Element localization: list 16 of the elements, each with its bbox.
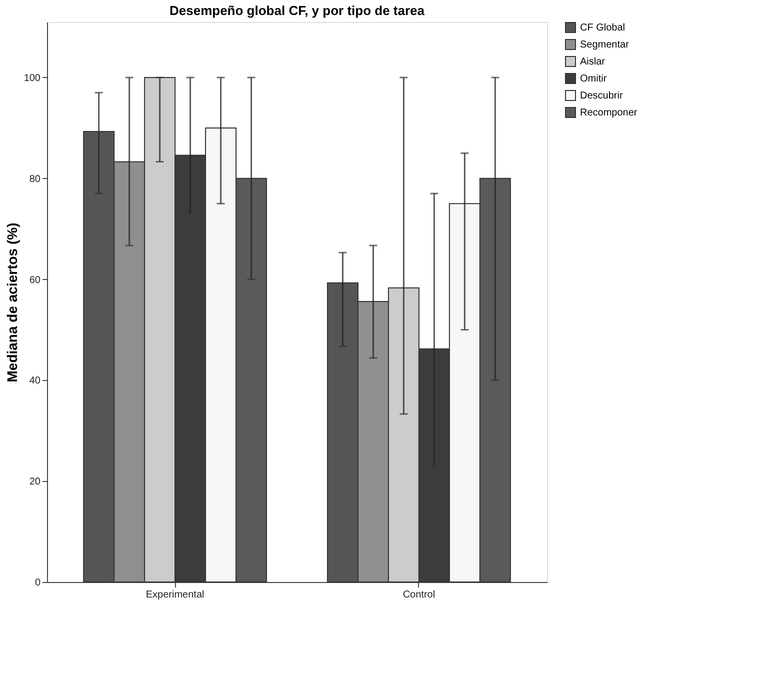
x-tick-label: Experimental [146, 590, 204, 600]
y-tick-label: 100 [24, 72, 41, 84]
y-tick-label: 60 [29, 274, 41, 286]
y-tick-label: 80 [29, 174, 41, 185]
legend-label: Descubrir [580, 90, 624, 102]
chart-title: Desempeño global CF, y por tipo de tarea [170, 3, 426, 18]
y-tick-label: 40 [29, 376, 41, 387]
legend-label: Aislar [580, 56, 606, 68]
legend-label: Segmentar [580, 40, 630, 50]
y-tick-label: 20 [29, 476, 41, 488]
y-axis-title: Mediana de aciertos (%) [4, 222, 20, 382]
legend-label: CF Global [580, 22, 626, 34]
y-tick-label: 0 [34, 578, 41, 588]
legend-label: Recomponer [580, 108, 638, 118]
legend-label: Omitir [580, 74, 608, 84]
x-tick-label: Control [402, 590, 436, 600]
